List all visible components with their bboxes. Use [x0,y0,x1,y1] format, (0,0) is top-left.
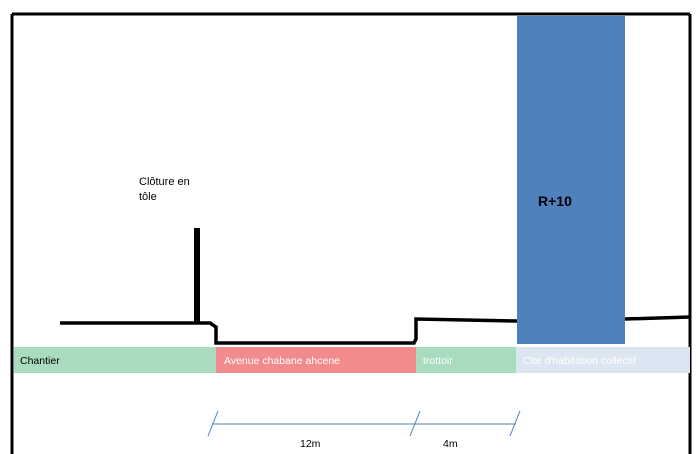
zone-label-chantier: Chantier [20,355,60,367]
zone-label-avenue: Avenue chabane ahcene [224,355,340,367]
ground-profile-line-right [625,317,690,319]
building-label: R+10 [538,193,572,209]
fence-label-line2: tôle [139,191,157,203]
fence-label-line1: Clôture en [139,176,190,188]
dimension-label-4m: 4m [443,438,458,450]
building-r10 [517,16,625,344]
zone-label-cite-habitation: Cite d'habitation collectif [523,355,636,367]
dimension-label-12m: 12m [300,438,321,450]
zone-label-trottoir: trottoir [423,355,453,367]
ground-profile-line [60,319,517,343]
